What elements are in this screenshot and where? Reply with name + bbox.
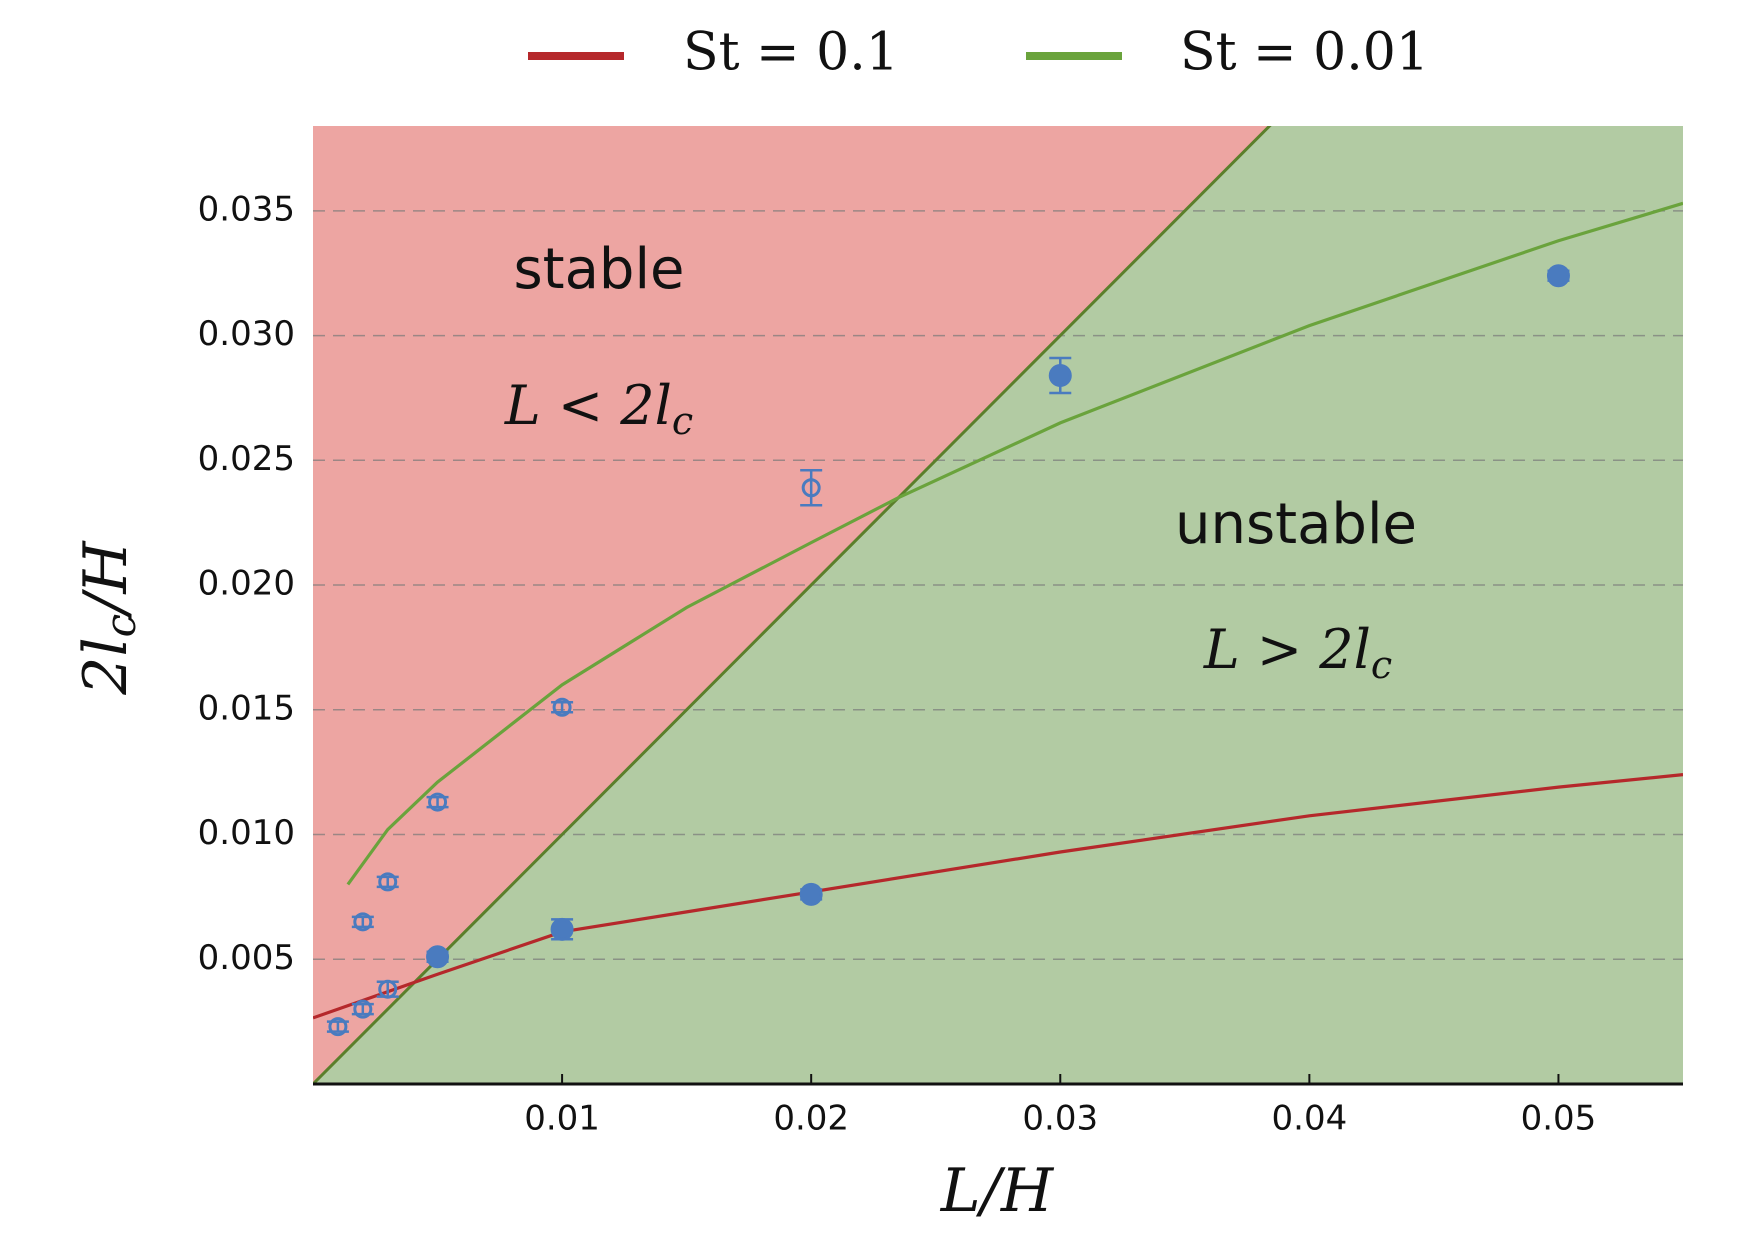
boundary-line xyxy=(313,126,1272,1084)
x-tick-label: 0.02 xyxy=(773,1099,849,1139)
annotation-text: stable xyxy=(513,237,684,302)
y-tick-label: 0.025 xyxy=(198,439,295,479)
y-tick-label: 0.005 xyxy=(198,938,295,978)
x-tick-label: 0.05 xyxy=(1521,1099,1597,1139)
y-axis-label: 2lc/H xyxy=(71,540,145,696)
data-point xyxy=(378,872,398,892)
x-axis-label-text: L/H xyxy=(940,1156,1055,1226)
annotation-subscript: c xyxy=(672,399,693,443)
annotation-text: unstable xyxy=(1175,492,1417,557)
y-axis-label-subscript: c xyxy=(96,614,145,638)
x-axis-label: L/H xyxy=(940,1156,1055,1226)
data-point xyxy=(353,999,373,1019)
annotation: L > 2lc xyxy=(1203,618,1392,687)
annotation-subscript: c xyxy=(1371,643,1392,687)
y-axis-label-text: 2l xyxy=(71,637,141,695)
annotation: stable xyxy=(513,237,684,302)
y-tick-label: 0.035 xyxy=(198,189,295,229)
data-point xyxy=(1048,363,1072,387)
x-tick-label: 0.01 xyxy=(524,1099,600,1139)
y-tick-label: 0.010 xyxy=(198,813,295,853)
data-point xyxy=(328,1017,348,1037)
annotation-text: L < 2l xyxy=(504,374,672,437)
data-point xyxy=(801,478,821,498)
data-point xyxy=(550,917,574,941)
y-tick-label: 0.015 xyxy=(198,688,295,728)
data-point xyxy=(378,979,398,999)
legend-label: St = 0.1 xyxy=(683,23,899,83)
error-bar xyxy=(800,469,823,507)
data-point xyxy=(353,912,373,932)
x-tick-label: 0.04 xyxy=(1272,1099,1348,1139)
annotation: unstable xyxy=(1175,492,1417,557)
data-point xyxy=(428,792,448,812)
unstable-region xyxy=(313,126,1683,1084)
y-tick-label: 0.030 xyxy=(198,314,295,354)
annotation-text: L > 2l xyxy=(1203,618,1371,681)
data-point xyxy=(799,882,823,906)
data-point xyxy=(426,945,450,969)
y-tick-label: 0.020 xyxy=(198,564,295,604)
x-tick-label: 0.03 xyxy=(1022,1099,1098,1139)
data-point xyxy=(552,697,572,717)
curve xyxy=(346,201,1683,886)
data-point xyxy=(1546,264,1570,288)
annotation: L < 2lc xyxy=(504,374,693,443)
legend-label: St = 0.01 xyxy=(1180,23,1429,83)
y-axis-label-text: /H xyxy=(71,540,141,619)
